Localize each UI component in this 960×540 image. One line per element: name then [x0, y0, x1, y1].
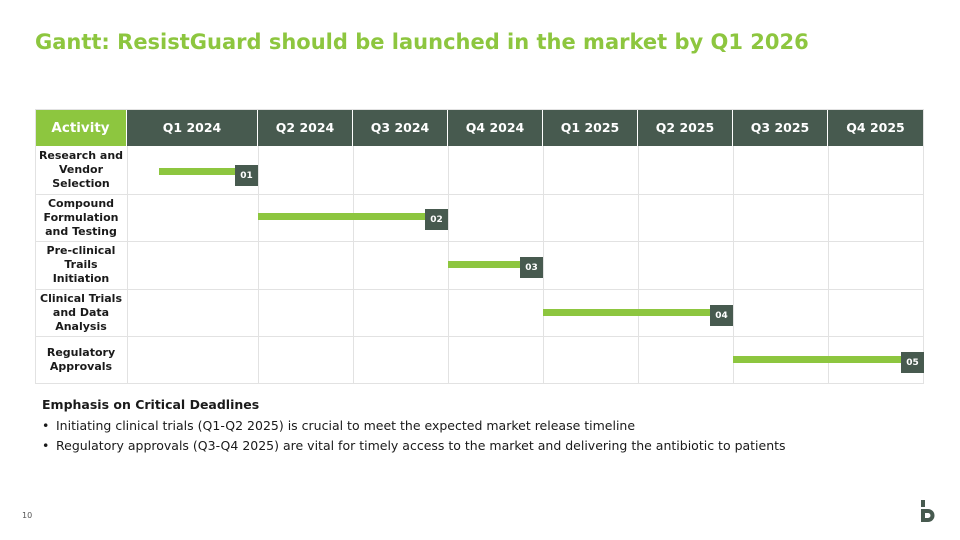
gantt-bar-01: [159, 168, 236, 175]
quarter-header-q2-2025: Q2 2025: [638, 109, 732, 146]
gantt-milestone-01: 01: [235, 165, 258, 186]
activity-label: Compound Formulation and Testing: [35, 194, 127, 242]
page-title: Gantt: ResistGuard should be launched in…: [35, 30, 809, 54]
quarter-header-q4-2025: Q4 2025: [828, 109, 923, 146]
bullet-dot-icon: •: [42, 438, 50, 453]
gantt-milestone-02: 02: [425, 209, 448, 230]
gantt-gridline-vertical: [638, 146, 639, 384]
quarter-header-q1-2025: Q1 2025: [543, 109, 637, 146]
gantt-milestone-04: 04: [710, 305, 733, 326]
notes-section: Emphasis on Critical Deadlines • Initiat…: [42, 397, 786, 458]
gantt-milestone-03: 03: [520, 257, 543, 278]
gantt-gridline-horizontal: [35, 241, 924, 242]
gantt-gridline-vertical: [127, 146, 128, 384]
gantt-gridline-horizontal: [35, 194, 924, 195]
gantt-gridline-vertical: [353, 146, 354, 384]
quarter-header-q3-2024: Q3 2024: [353, 109, 447, 146]
gantt-gridline-vertical: [543, 146, 544, 384]
activity-label: Research and Vendor Selection: [35, 146, 127, 194]
notes-bullet: • Regulatory approvals (Q3-Q4 2025) are …: [42, 438, 786, 453]
notes-bullet: • Initiating clinical trials (Q1-Q2 2025…: [42, 418, 786, 433]
gantt-grid-border: [35, 109, 924, 384]
activity-label-text: Compound Formulation and Testing: [43, 197, 119, 238]
gantt-bar-02: [258, 213, 427, 220]
page-number: 10: [22, 511, 33, 520]
bullet-dot-icon: •: [42, 418, 50, 433]
activity-label: Pre-clinical Trails Initiation: [35, 241, 127, 289]
notes-bullet-text: Initiating clinical trials (Q1-Q2 2025) …: [56, 418, 636, 433]
brand-logo-icon: [921, 500, 935, 522]
gantt-gridline-vertical: [733, 146, 734, 384]
activity-label-text: Clinical Trials and Data Analysis: [40, 292, 122, 333]
activity-label: Clinical Trials and Data Analysis: [35, 289, 127, 337]
quarter-header-q3-2025: Q3 2025: [733, 109, 827, 146]
gantt-gridline-vertical: [258, 146, 259, 384]
gantt-gridline-vertical: [828, 146, 829, 384]
activity-label-text: Regulatory Approvals: [46, 346, 116, 373]
gantt-bar-05: [733, 356, 903, 363]
quarter-header-q1-2024: Q1 2024: [127, 109, 257, 146]
activity-label-text: Research and Vendor Selection: [38, 149, 124, 190]
quarter-header-q4-2024: Q4 2024: [448, 109, 542, 146]
gantt-gridline-horizontal: [35, 336, 924, 337]
gantt-bar-03: [448, 261, 522, 268]
notes-bullet-text: Regulatory approvals (Q3-Q4 2025) are vi…: [56, 438, 786, 453]
gantt-bar-04: [543, 309, 712, 316]
gantt-gridline-horizontal: [35, 289, 924, 290]
quarter-header-q2-2024: Q2 2024: [258, 109, 352, 146]
activity-label-text: Pre-clinical Trails Initiation: [46, 244, 116, 285]
gantt-milestone-05: 05: [901, 352, 924, 373]
activity-label: Regulatory Approvals: [35, 336, 127, 384]
activity-column-header: Activity: [35, 109, 126, 146]
notes-heading: Emphasis on Critical Deadlines: [42, 397, 260, 412]
